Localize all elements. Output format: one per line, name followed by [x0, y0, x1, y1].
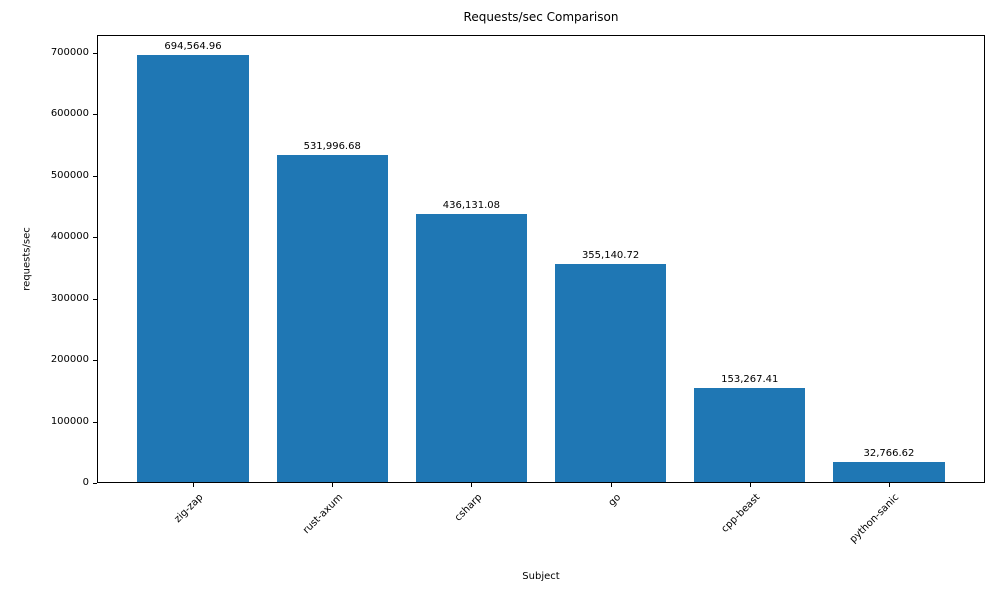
y-axis-tick-mark [93, 483, 97, 484]
bar-value-label: 32,766.62 [863, 447, 915, 459]
bar-cpp-beast [694, 387, 806, 482]
x-axis-tick-label: go [606, 492, 624, 509]
y-axis-tick-label: 400000 [50, 231, 89, 243]
x-axis-tick-label: cpp-beast [719, 492, 763, 535]
bar-value-label: 436,131.08 [442, 200, 501, 212]
y-axis-tick-label: 200000 [50, 354, 89, 366]
y-axis-tick-mark [93, 52, 97, 54]
bar-value-label: 694,564.96 [164, 41, 222, 53]
y-axis-tick-mark [93, 237, 97, 239]
x-axis-tick-mark [193, 483, 195, 487]
bar-value-label: 355,140.72 [581, 249, 640, 261]
x-axis-tick-label: zig-zap [172, 492, 206, 526]
y-axis-tick-label: 0 [82, 477, 89, 488]
x-axis-tick-mark [749, 483, 751, 487]
x-axis-tick-mark [471, 483, 473, 487]
y-axis-tick-label: 100000 [50, 415, 89, 427]
x-axis-tick-label: python-sanic [848, 492, 902, 546]
x-axis-tick-mark [888, 483, 890, 487]
y-axis-tick-label: 700000 [50, 46, 89, 58]
y-axis-tick-mark [93, 360, 97, 362]
bar-csharp [415, 214, 528, 482]
x-axis-tick-mark [332, 483, 334, 487]
bar-rust-axum [276, 155, 388, 482]
y-axis-tick-mark [93, 114, 97, 116]
bar-python-sanic [833, 461, 945, 482]
y-axis-tick-label: 600000 [50, 108, 89, 120]
bar-value-label: 531,996.68 [303, 141, 361, 153]
bar-value-label: 153,267.41 [721, 373, 779, 385]
y-axis-tick-label: 300000 [50, 292, 89, 304]
x-axis-tick-label: csharp [452, 492, 485, 524]
bar-go [554, 263, 667, 482]
x-axis-tick-mark [610, 483, 612, 487]
bar-zig-zap [137, 55, 249, 482]
y-axis-tick-mark [93, 175, 97, 177]
x-axis-label: Subject [522, 571, 560, 582]
x-axis-tick-label: rust-axum [300, 492, 346, 537]
y-axis-tick-mark [93, 421, 97, 423]
y-axis-tick-mark [93, 298, 97, 300]
chart-title: Requests/sec Comparison [463, 10, 619, 24]
plot-area: 694,564.96 531,996.68 436,131.08 355,140.72… [97, 35, 985, 483]
y-axis-tick-label: 500000 [50, 169, 89, 181]
